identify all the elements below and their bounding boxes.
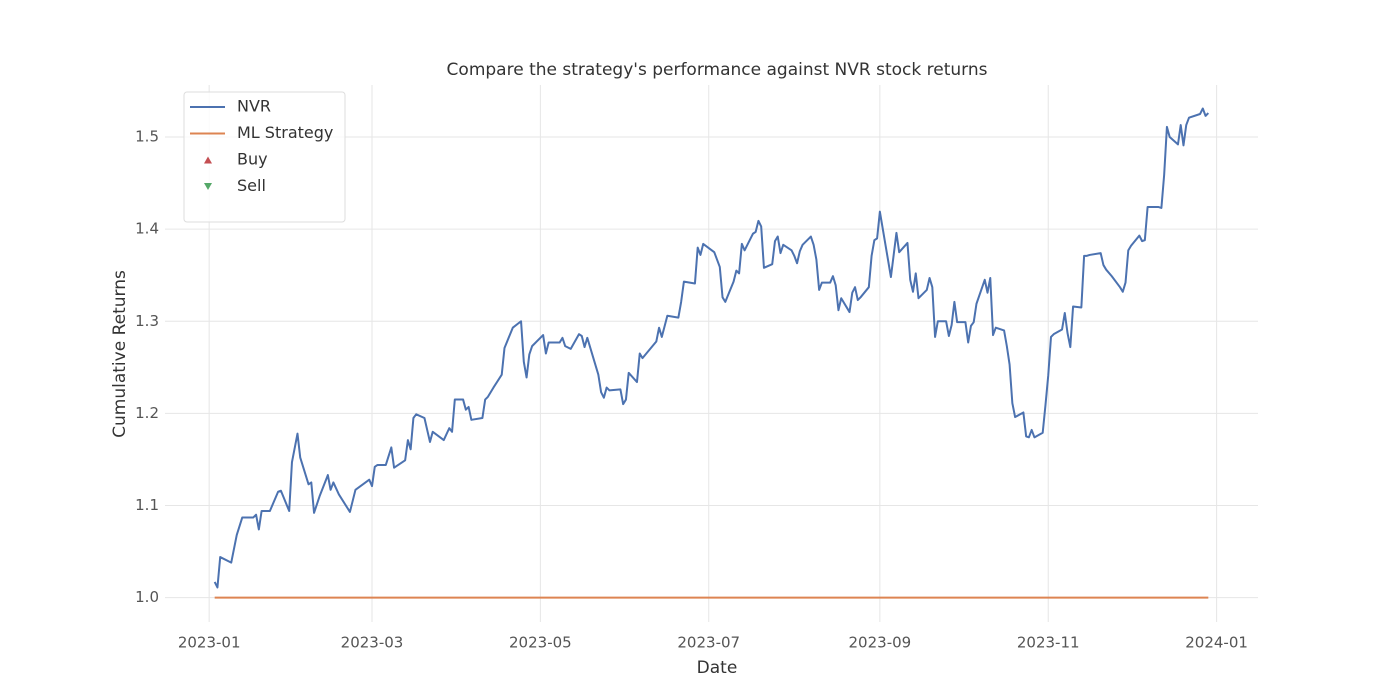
x-tick-label: 2023-01	[178, 634, 241, 652]
y-tick-label: 1.3	[135, 312, 159, 330]
x-tick-label: 2023-05	[509, 634, 572, 652]
x-tick-label: 2023-07	[677, 634, 740, 652]
y-tick-label: 1.2	[135, 404, 159, 422]
y-tick-label: 1.0	[135, 588, 159, 606]
chart-title: Compare the strategy's performance again…	[447, 60, 988, 80]
x-tick-label: 2023-03	[341, 634, 404, 652]
legend-marker	[204, 183, 212, 190]
x-axis-label: Date	[697, 658, 738, 678]
data-line	[213, 107, 1210, 589]
legend-marker	[204, 156, 212, 164]
legend-box	[183, 91, 346, 223]
y-tick-label: 1.4	[135, 220, 159, 238]
x-tick-label: 2024-01	[1185, 634, 1248, 652]
x-tick-label: 2023-11	[1017, 634, 1080, 652]
y-tick-label: 1.1	[135, 496, 159, 514]
legend-label: Buy	[237, 150, 268, 169]
y-axis-label: Cumulative Returns	[110, 270, 130, 438]
legend: NVR ML Strategy Buy Sell	[183, 91, 346, 223]
legend-label: Sell	[237, 176, 266, 195]
legend-label: NVR	[237, 97, 271, 116]
legend-label: ML Strategy	[237, 123, 333, 142]
x-tick-label: 2023-09	[849, 634, 912, 652]
y-tick-label: 1.5	[135, 128, 159, 146]
grid	[165, 85, 1258, 622]
